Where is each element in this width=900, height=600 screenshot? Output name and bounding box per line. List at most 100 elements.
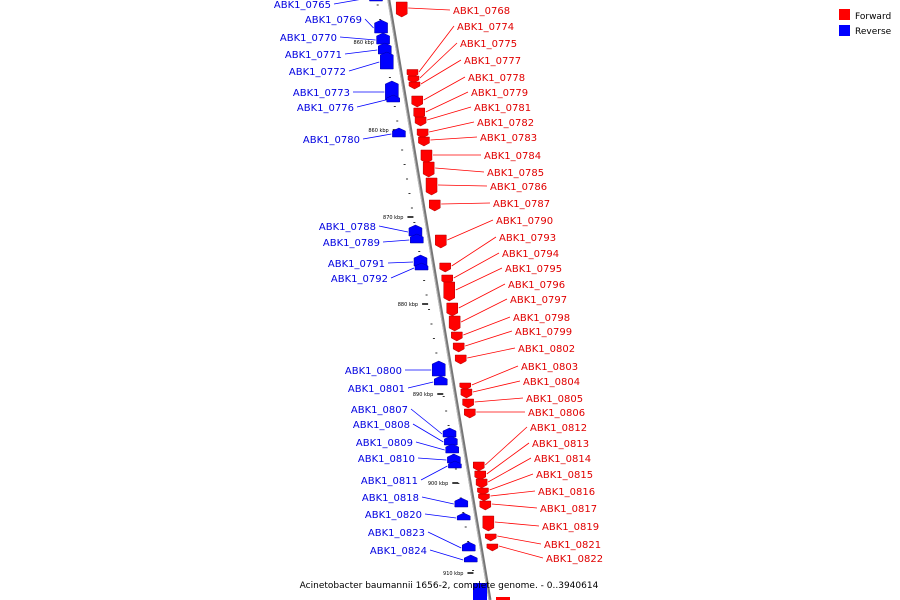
forward-gene-label[interactable]: ABK1_0794 <box>502 249 559 260</box>
forward-gene-label[interactable]: ABK1_0804 <box>523 377 580 388</box>
reverse-gene-label[interactable]: ABK1_0800 <box>345 366 402 377</box>
reverse-gene-label[interactable]: ABK1_0810 <box>358 454 415 465</box>
forward-gene[interactable] <box>420 149 433 164</box>
forward-gene-label[interactable]: ABK1_0793 <box>499 233 556 244</box>
reverse-gene[interactable] <box>464 554 478 563</box>
forward-gene-label[interactable]: ABK1_0768 <box>453 6 510 17</box>
forward-gene-label[interactable]: ABK1_0798 <box>513 313 570 324</box>
reverse-gene[interactable] <box>386 94 400 103</box>
forward-gene[interactable] <box>395 1 408 18</box>
reverse-gene-label[interactable]: ABK1_0792 <box>331 274 388 285</box>
forward-gene[interactable] <box>416 128 429 139</box>
forward-gene[interactable] <box>446 302 459 317</box>
forward-gene[interactable] <box>474 470 487 481</box>
forward-gene[interactable] <box>460 388 473 399</box>
forward-gene-label[interactable]: ABK1_0803 <box>521 362 578 373</box>
reverse-gene-label[interactable]: ABK1_0823 <box>368 528 425 539</box>
forward-gene[interactable] <box>464 408 476 419</box>
reverse-gene[interactable] <box>442 427 457 438</box>
reverse-gene[interactable] <box>447 453 461 464</box>
reverse-gene[interactable] <box>380 51 394 70</box>
forward-gene[interactable] <box>407 75 420 84</box>
reverse-gene-label[interactable]: ABK1_0808 <box>353 420 410 431</box>
forward-gene-label[interactable]: ABK1_0774 <box>457 22 514 33</box>
forward-gene[interactable] <box>448 315 461 332</box>
reverse-gene-label[interactable]: ABK1_0824 <box>370 546 427 557</box>
reverse-gene[interactable] <box>374 19 388 34</box>
forward-gene-label[interactable]: ABK1_0787 <box>493 199 550 210</box>
reverse-gene[interactable] <box>448 460 462 469</box>
forward-gene-label[interactable]: ABK1_0821 <box>544 540 601 551</box>
forward-gene-label[interactable]: ABK1_0815 <box>536 470 593 481</box>
reverse-gene-label[interactable]: ABK1_0791 <box>328 259 385 270</box>
forward-gene[interactable] <box>414 116 427 127</box>
forward-gene[interactable] <box>428 199 441 212</box>
forward-gene[interactable] <box>418 136 430 147</box>
forward-gene-label[interactable]: ABK1_0812 <box>530 423 587 434</box>
forward-gene[interactable] <box>439 262 451 273</box>
reverse-gene[interactable] <box>408 224 423 237</box>
forward-gene-label[interactable]: ABK1_0797 <box>510 295 567 306</box>
reverse-gene[interactable] <box>456 512 471 521</box>
forward-gene[interactable] <box>478 493 490 502</box>
reverse-gene[interactable] <box>385 80 399 101</box>
forward-gene[interactable] <box>451 331 463 342</box>
forward-gene-label[interactable]: ABK1_0814 <box>534 454 591 465</box>
forward-gene[interactable] <box>443 281 455 302</box>
forward-gene-label[interactable]: ABK1_0775 <box>460 39 517 50</box>
forward-gene[interactable] <box>472 461 485 472</box>
reverse-gene[interactable] <box>444 435 458 446</box>
reverse-gene-label[interactable]: ABK1_0788 <box>319 222 376 233</box>
forward-gene[interactable] <box>475 478 488 489</box>
forward-gene-label[interactable]: ABK1_0819 <box>542 522 599 533</box>
forward-gene-label[interactable]: ABK1_0806 <box>528 408 585 419</box>
reverse-gene-label[interactable]: ABK1_0772 <box>289 67 346 78</box>
forward-gene[interactable] <box>462 398 474 409</box>
forward-gene[interactable] <box>496 597 510 600</box>
forward-gene-label[interactable]: ABK1_0790 <box>496 216 553 227</box>
forward-gene-label[interactable]: ABK1_0802 <box>518 344 575 355</box>
reverse-gene[interactable] <box>431 360 446 377</box>
forward-gene[interactable] <box>486 543 499 552</box>
forward-gene-label[interactable]: ABK1_0822 <box>546 554 603 565</box>
forward-gene[interactable] <box>435 234 447 249</box>
reverse-gene-label[interactable]: ABK1_0809 <box>356 438 413 449</box>
forward-gene-label[interactable]: ABK1_0786 <box>490 182 547 193</box>
forward-gene-label[interactable]: ABK1_0783 <box>480 133 537 144</box>
reverse-gene-label[interactable]: ABK1_0765 <box>274 0 331 11</box>
reverse-gene-label[interactable]: ABK1_0780 <box>303 135 360 146</box>
forward-gene[interactable] <box>482 515 495 532</box>
forward-gene-label[interactable]: ABK1_0816 <box>538 487 595 498</box>
reverse-gene[interactable] <box>369 0 383 2</box>
reverse-gene[interactable] <box>454 497 469 508</box>
reverse-gene-label[interactable]: ABK1_0770 <box>280 33 337 44</box>
reverse-gene[interactable] <box>445 443 459 454</box>
reverse-gene[interactable] <box>433 375 448 386</box>
forward-gene-label[interactable]: ABK1_0795 <box>505 264 562 275</box>
forward-gene[interactable] <box>452 342 465 353</box>
reverse-gene-label[interactable]: ABK1_0776 <box>297 103 354 114</box>
forward-gene-label[interactable]: ABK1_0777 <box>464 56 521 67</box>
forward-gene[interactable] <box>411 95 423 108</box>
forward-gene[interactable] <box>454 354 467 365</box>
reverse-gene[interactable] <box>413 254 428 267</box>
forward-gene-label[interactable]: ABK1_0796 <box>508 280 565 291</box>
reverse-gene-label[interactable]: ABK1_0820 <box>365 510 422 521</box>
forward-gene-label[interactable]: ABK1_0778 <box>468 73 525 84</box>
reverse-gene[interactable] <box>410 233 424 244</box>
forward-gene[interactable] <box>477 487 489 496</box>
reverse-gene-label[interactable]: ABK1_0801 <box>348 384 405 395</box>
reverse-gene-label[interactable]: ABK1_0811 <box>361 476 418 487</box>
reverse-gene[interactable] <box>376 32 390 45</box>
reverse-gene[interactable] <box>378 42 392 55</box>
forward-gene[interactable] <box>425 177 438 196</box>
forward-gene[interactable] <box>408 81 421 90</box>
reverse-gene[interactable] <box>473 583 487 600</box>
forward-gene[interactable] <box>484 533 497 542</box>
reverse-gene-label[interactable]: ABK1_0807 <box>351 405 408 416</box>
reverse-gene-label[interactable]: ABK1_0769 <box>305 15 362 26</box>
forward-gene-label[interactable]: ABK1_0784 <box>484 151 541 162</box>
forward-gene[interactable] <box>422 161 435 178</box>
forward-gene-label[interactable]: ABK1_0813 <box>532 439 589 450</box>
forward-gene-label[interactable]: ABK1_0781 <box>474 103 531 114</box>
